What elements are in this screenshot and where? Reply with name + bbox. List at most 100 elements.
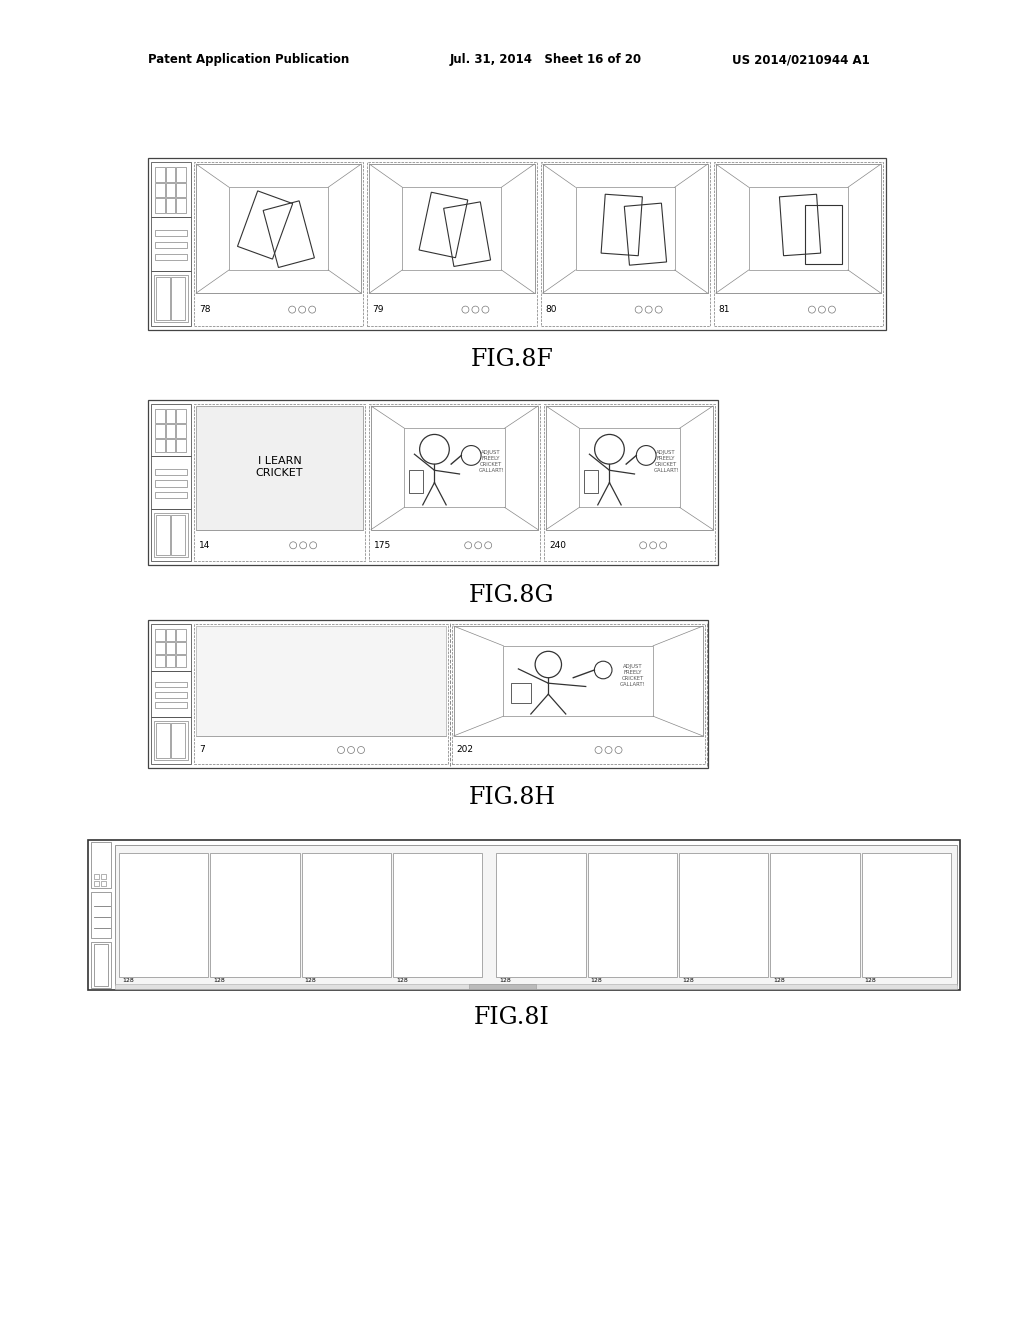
Text: 80: 80 — [546, 305, 557, 314]
Bar — [176, 198, 186, 213]
Bar — [155, 424, 165, 437]
Bar — [511, 684, 530, 704]
Text: 175: 175 — [374, 541, 391, 550]
Bar — [194, 162, 364, 326]
Bar — [176, 630, 186, 642]
Bar — [410, 470, 423, 492]
Bar — [155, 230, 187, 236]
Bar — [166, 198, 175, 213]
Bar — [151, 162, 191, 216]
Bar — [176, 642, 186, 653]
Text: ADJUST
FREELY
CRICKET
GALLART!: ADJUST FREELY CRICKET GALLART! — [621, 664, 646, 686]
Bar — [171, 723, 185, 758]
Bar — [151, 457, 191, 508]
Bar — [580, 428, 680, 507]
Text: 240: 240 — [549, 541, 566, 550]
Text: 128: 128 — [682, 978, 693, 982]
Bar — [171, 515, 185, 554]
Bar — [176, 438, 186, 453]
Bar — [714, 162, 883, 326]
Bar — [588, 853, 677, 977]
Bar — [544, 404, 715, 561]
Text: 128: 128 — [500, 978, 511, 982]
Bar — [171, 277, 185, 319]
Bar — [469, 983, 536, 989]
Bar — [156, 277, 170, 319]
Bar — [166, 438, 175, 453]
Bar — [194, 404, 365, 561]
Bar — [194, 624, 447, 764]
Bar — [575, 187, 675, 271]
Text: FIG.8H: FIG.8H — [469, 787, 555, 809]
Bar — [393, 853, 482, 977]
Bar — [155, 168, 165, 182]
Bar — [166, 630, 175, 642]
Text: Patent Application Publication: Patent Application Publication — [148, 54, 349, 66]
Bar — [94, 880, 99, 886]
Bar — [176, 655, 186, 667]
Bar — [196, 407, 362, 529]
Bar — [94, 944, 108, 986]
Text: FIG.8I: FIG.8I — [474, 1006, 550, 1030]
Text: Jul. 31, 2014   Sheet 16 of 20: Jul. 31, 2014 Sheet 16 of 20 — [450, 54, 642, 66]
Bar — [155, 409, 165, 422]
Bar — [148, 158, 886, 330]
Text: 81: 81 — [719, 305, 730, 314]
Bar — [115, 983, 957, 989]
Bar — [154, 721, 188, 760]
Bar — [91, 942, 111, 987]
Bar — [166, 424, 175, 437]
Bar — [151, 508, 191, 561]
Text: 78: 78 — [199, 305, 211, 314]
Bar — [119, 853, 208, 977]
Text: 128: 128 — [396, 978, 408, 982]
Text: US 2014/0210944 A1: US 2014/0210944 A1 — [732, 54, 870, 66]
Text: 14: 14 — [199, 541, 210, 550]
Text: 128: 128 — [213, 978, 225, 982]
Text: 128: 128 — [864, 978, 877, 982]
Bar — [770, 853, 860, 977]
Bar — [155, 253, 187, 260]
Bar — [454, 626, 703, 737]
Text: 202: 202 — [457, 746, 473, 755]
Bar — [176, 409, 186, 422]
Bar — [196, 626, 445, 737]
Bar — [115, 845, 957, 985]
Bar — [166, 642, 175, 653]
Bar — [229, 187, 329, 271]
Bar — [749, 187, 848, 271]
Bar — [166, 655, 175, 667]
Bar — [156, 723, 170, 758]
Text: I LEARN
CRICKET: I LEARN CRICKET — [256, 455, 303, 478]
Bar — [546, 407, 713, 529]
Bar — [148, 400, 718, 565]
Bar — [154, 276, 188, 322]
Text: 128: 128 — [773, 978, 785, 982]
Bar — [148, 620, 708, 768]
Bar — [196, 164, 361, 293]
Bar — [101, 880, 106, 886]
Bar — [543, 164, 708, 293]
Bar — [155, 438, 165, 453]
Bar — [155, 692, 187, 698]
Bar — [302, 853, 391, 977]
Bar — [151, 717, 191, 764]
Bar — [861, 853, 951, 977]
Text: 128: 128 — [122, 978, 134, 982]
Text: 7: 7 — [199, 746, 205, 755]
Text: ADJUST
FREELY
CRICKET
GALLART!: ADJUST FREELY CRICKET GALLART! — [653, 450, 679, 473]
Bar — [155, 682, 187, 688]
Bar — [151, 404, 191, 457]
Text: 128: 128 — [591, 978, 602, 982]
Bar — [155, 642, 165, 653]
Bar — [151, 671, 191, 717]
Bar — [404, 428, 505, 507]
Bar — [88, 840, 961, 990]
Bar — [679, 853, 768, 977]
Text: 128: 128 — [305, 978, 316, 982]
Bar — [101, 874, 106, 879]
Bar — [151, 272, 191, 326]
Bar — [176, 424, 186, 437]
Bar — [156, 515, 170, 554]
Bar — [91, 892, 111, 939]
